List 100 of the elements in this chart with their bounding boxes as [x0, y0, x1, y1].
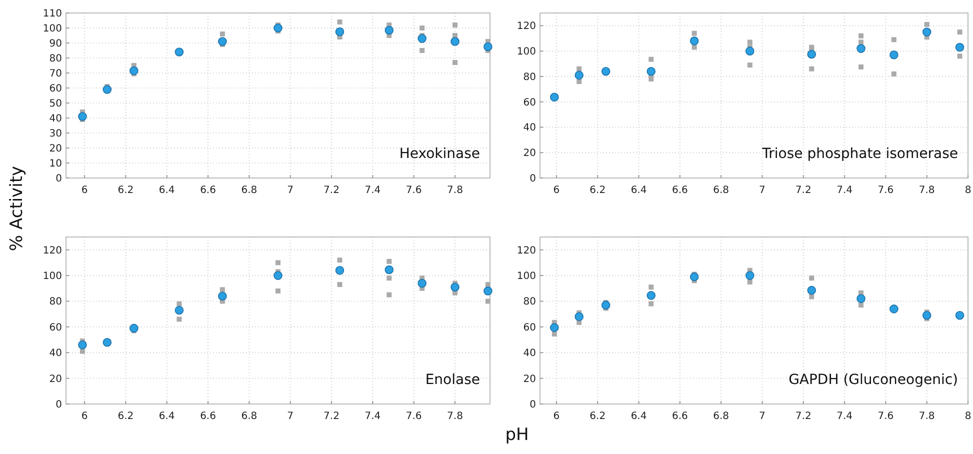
x-tick-label: 6.2 [590, 411, 606, 422]
x-tick-label: 6.4 [630, 411, 647, 422]
y-tick-label: 0 [530, 400, 536, 410]
point [450, 282, 460, 292]
x-tick-label: 6.2 [590, 185, 606, 196]
x-tick-label: 6.2 [118, 411, 134, 422]
point [550, 92, 559, 102]
y-tick-label: 80 [49, 54, 62, 64]
y-tick-label: 50 [49, 98, 62, 110]
point [420, 26, 425, 30]
point [276, 260, 280, 266]
y-tick-label: 70 [49, 68, 62, 80]
point [337, 20, 342, 24]
x-tick-label: 6.8 [241, 185, 258, 196]
point [692, 30, 697, 36]
y-tick-label: 90 [49, 38, 62, 50]
point [957, 30, 962, 35]
y-tick-label: 40 [523, 122, 536, 134]
y-tick-label: 20 [523, 148, 536, 160]
y-tick-label: 60 [49, 84, 62, 94]
point [648, 284, 654, 290]
x-tick-label: 7.6 [878, 185, 894, 196]
point [484, 42, 492, 52]
point [176, 316, 182, 322]
x-tick-label: 6.6 [672, 411, 688, 422]
x-tick-label: 7 [759, 185, 766, 196]
x-tick-label: 7.4 [836, 185, 852, 196]
y-tick-label: 0 [56, 400, 62, 410]
point [452, 60, 458, 65]
x-tick-label: 6.8 [241, 411, 258, 422]
point [102, 85, 112, 94]
y-tick-label: 20 [523, 374, 536, 385]
point [335, 27, 344, 36]
point [174, 48, 184, 56]
point [576, 79, 582, 84]
x-tick-label: 7.4 [836, 411, 852, 422]
point [337, 258, 342, 263]
y-tick-label: 60 [523, 97, 536, 108]
point [601, 300, 610, 310]
y-tick-label: 40 [523, 348, 536, 360]
point [890, 304, 898, 314]
point [420, 48, 425, 53]
point [418, 278, 426, 288]
point [858, 64, 864, 70]
x-tick-label: 6.6 [672, 185, 688, 196]
x-tick-label: 7.8 [447, 411, 463, 422]
text: Triose phosphate isomerase [761, 146, 958, 162]
x-tick-label: 7.4 [364, 185, 381, 196]
point [922, 310, 932, 320]
x-axis-title: pH [505, 425, 529, 445]
x-tick-label: 6 [81, 185, 88, 196]
point [220, 287, 225, 292]
x-tick-label: 7 [759, 411, 766, 422]
point [690, 272, 699, 282]
x-tick-label: 6.4 [158, 411, 175, 422]
x-tick-label: 7.8 [447, 185, 463, 196]
x-tick-label: 7.6 [406, 185, 422, 196]
point [386, 292, 392, 298]
y-tick-label: 80 [49, 296, 62, 308]
x-tick-label: 6.6 [200, 411, 216, 422]
point [858, 302, 864, 308]
y-tick-label: 60 [49, 322, 62, 334]
point [220, 32, 225, 36]
point [601, 66, 610, 76]
point [452, 22, 458, 28]
text: Enolase [425, 372, 480, 388]
y-tick-label: 40 [49, 348, 62, 360]
point [550, 323, 559, 332]
point [80, 348, 85, 354]
x-tick-label: 7 [287, 411, 294, 422]
point [957, 54, 962, 59]
y-tick-label: 20 [49, 144, 62, 154]
y-tick-label: 100 [516, 46, 536, 58]
point [384, 265, 394, 274]
y-tick-label: 80 [523, 72, 536, 83]
y-tick-label: 100 [42, 24, 62, 34]
point [276, 288, 280, 294]
y-tick-label: 100 [516, 271, 536, 282]
y-tick-label: 0 [56, 174, 62, 184]
x-tick-label: 7.2 [324, 185, 340, 196]
point [646, 291, 656, 300]
point [924, 22, 930, 27]
point [485, 298, 490, 304]
point [955, 42, 964, 52]
x-tick-label: 7.2 [795, 185, 812, 196]
point [386, 258, 392, 264]
point [745, 46, 754, 56]
x-tick-label: 6 [553, 185, 560, 196]
point [218, 37, 227, 46]
point [78, 112, 87, 121]
point [337, 282, 342, 288]
y-tick-label: 120 [516, 245, 536, 256]
point [807, 50, 816, 59]
x-tick-label: 7.8 [918, 411, 935, 422]
point [747, 279, 752, 284]
x-tick-label: 7 [287, 185, 294, 196]
x-tick-label: 6.8 [713, 411, 730, 422]
y-tick-label: 110 [42, 8, 62, 20]
point [648, 301, 654, 306]
point [174, 306, 184, 315]
